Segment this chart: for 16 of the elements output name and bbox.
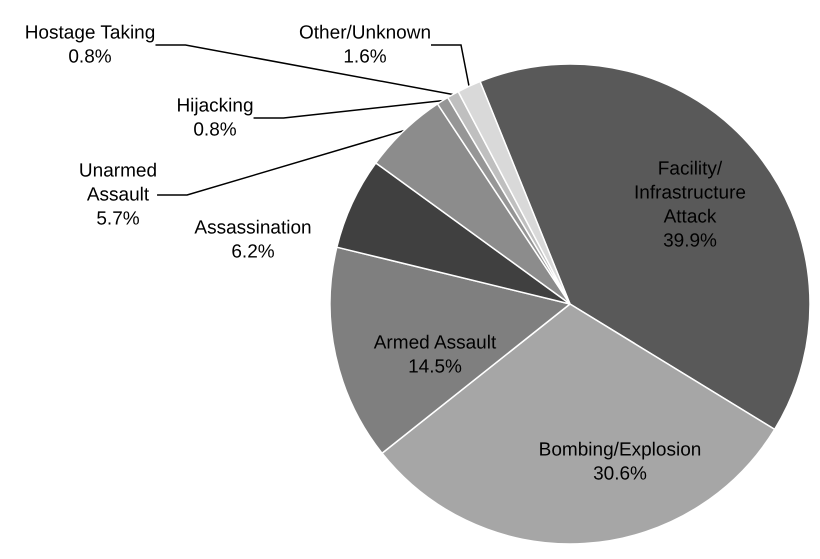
data-label: 39.9% <box>663 230 718 252</box>
slice-label: Hostage Taking <box>24 22 156 44</box>
data-label: 5.7% <box>96 208 140 230</box>
slice-label: Unarmed Assault <box>78 160 158 206</box>
slice-label: Assassination <box>194 218 312 238</box>
data-label: 30.6% <box>593 464 648 484</box>
data-label: 0.8% <box>193 120 237 140</box>
data-label: 1.6% <box>343 46 387 68</box>
data-label: 6.2% <box>231 242 275 262</box>
slice-label: Facility/ Infrastructure Attack <box>634 158 746 228</box>
slice-label: Bombing/Explosion <box>538 440 702 460</box>
data-label: 0.8% <box>68 46 112 68</box>
slice-label: Armed Assault <box>374 332 497 354</box>
slice-label: Other/Unknown <box>298 22 432 44</box>
slice-label: Hijacking <box>176 96 254 116</box>
data-label: 14.5% <box>408 356 462 378</box>
